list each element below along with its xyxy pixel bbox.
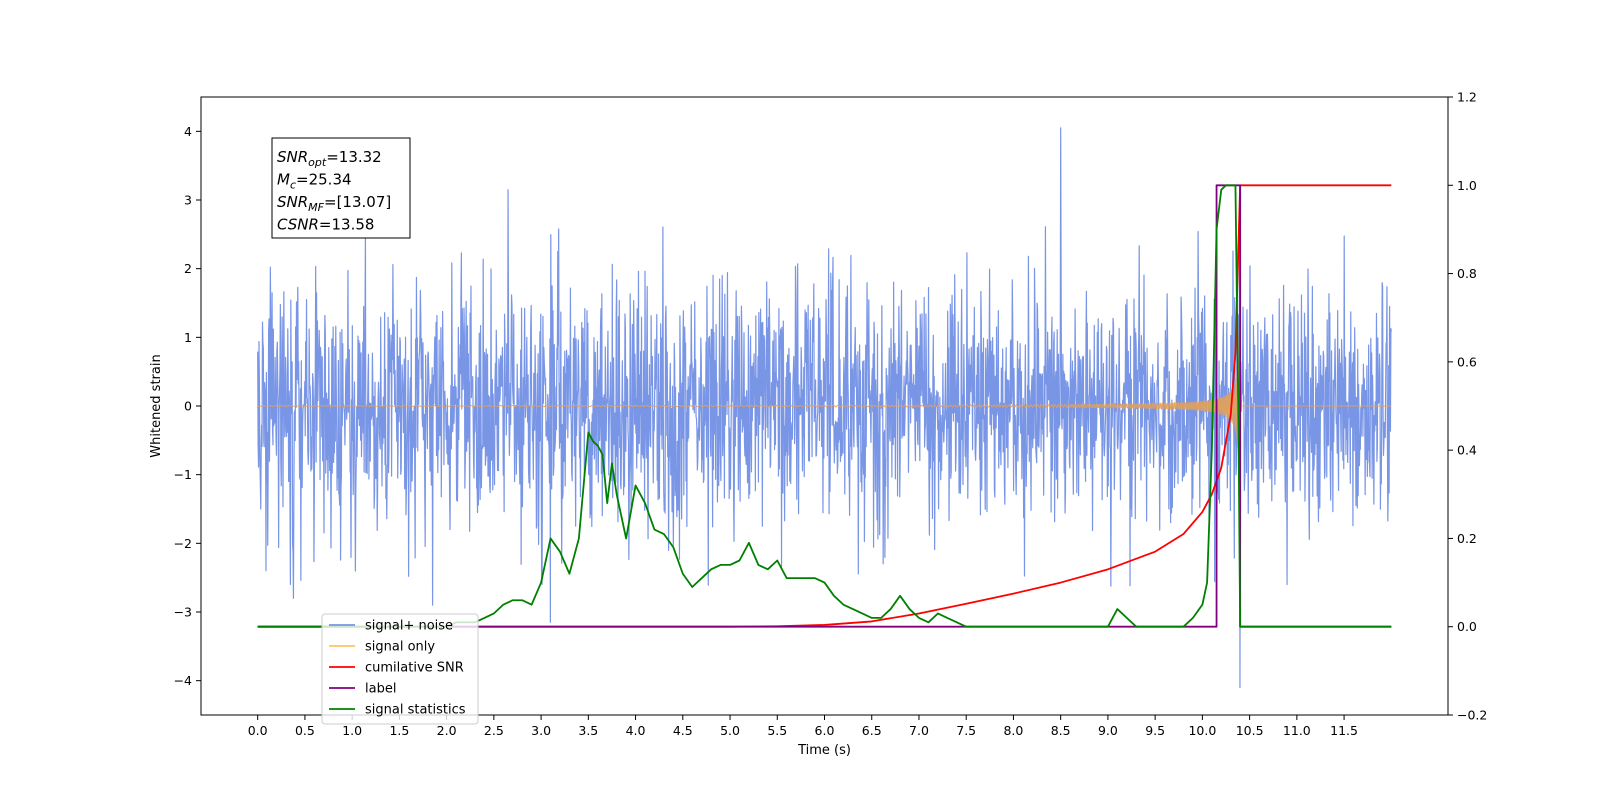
x-tick-label: 5.5 bbox=[767, 723, 787, 738]
x-tick-label: 0.5 bbox=[295, 723, 315, 738]
plot-area bbox=[257, 127, 1392, 689]
y2-tick-label: 0.0 bbox=[1457, 619, 1477, 634]
legend-label: signal statistics bbox=[365, 703, 466, 718]
annotation-value: =13.32 bbox=[326, 148, 382, 166]
annotation-box: SNRopt=13.32Mc=25.34SNRMF=[13.07]CSNR=13… bbox=[271, 137, 411, 239]
x-tick-label: 7.0 bbox=[909, 723, 929, 738]
y-tick-label: −1 bbox=[174, 467, 192, 482]
series-signal-statistics bbox=[257, 184, 1392, 628]
y-tick-label: 0 bbox=[184, 399, 192, 414]
annotation-subscript: opt bbox=[308, 156, 327, 169]
annotation-symbol: CSNR bbox=[277, 216, 319, 234]
legend-frame bbox=[321, 613, 479, 725]
y2-tick-label: 0.2 bbox=[1457, 531, 1477, 546]
legend-label: signal+ noise bbox=[365, 619, 453, 634]
series-signal-noise bbox=[257, 127, 1392, 689]
y-axis-right: 1.2 1.0 0.8 0.6 0.4 0.2 0.0 −0.2 bbox=[1448, 90, 1487, 723]
y2-tick-label: 0.4 bbox=[1457, 443, 1477, 458]
y-tick-label: 3 bbox=[184, 193, 192, 208]
annotation-line: Mc=25.34 bbox=[277, 171, 352, 192]
annotation-value: =25.34 bbox=[296, 171, 352, 189]
x-tick-label: 8.5 bbox=[1051, 723, 1071, 738]
legend-label: cumilative SNR bbox=[365, 661, 464, 676]
x-tick-label: 8.0 bbox=[1003, 723, 1023, 738]
y-tick-label: −3 bbox=[174, 605, 192, 620]
y-axis-label: Whitened strain bbox=[149, 354, 164, 457]
x-tick-label: 6.0 bbox=[815, 723, 835, 738]
x-axis: 0.0 0.5 1.0 1.5 2.0 2.5 3.0 3.5 4.0 4.5 5.0 5.5 6.0 6… bbox=[248, 715, 1358, 738]
annotation-line: CSNR=13.58 bbox=[277, 216, 374, 234]
x-tick-label: 2.5 bbox=[484, 723, 504, 738]
legend: signal+ noise signal only cumilative SNR la… bbox=[321, 613, 479, 725]
x-tick-label: 9.5 bbox=[1145, 723, 1165, 738]
x-tick-label: 2.0 bbox=[437, 723, 457, 738]
y2-tick-label: 1.0 bbox=[1457, 178, 1477, 193]
annotation-symbol: SNR bbox=[277, 193, 308, 211]
x-tick-label: 4.5 bbox=[673, 723, 693, 738]
annotation-frame bbox=[271, 137, 411, 239]
x-tick-label: 9.0 bbox=[1098, 723, 1118, 738]
series-signal-only-envelope bbox=[1070, 309, 1241, 503]
annotation-line: SNRMF=[13.07] bbox=[277, 193, 391, 214]
x-tick-label: 1.0 bbox=[342, 723, 362, 738]
x-tick-label: 6.5 bbox=[862, 723, 882, 738]
y-tick-label: 4 bbox=[184, 124, 192, 139]
x-tick-label: 1.5 bbox=[389, 723, 409, 738]
annotation-value: =[13.07] bbox=[324, 193, 391, 211]
x-tick-label: 7.5 bbox=[956, 723, 976, 738]
x-tick-label: 10.5 bbox=[1236, 723, 1264, 738]
annotation-symbol: SNR bbox=[277, 148, 308, 166]
x-tick-label: 11.5 bbox=[1330, 723, 1358, 738]
x-tick-label: 0.0 bbox=[248, 723, 268, 738]
y-tick-label: −4 bbox=[174, 673, 192, 688]
legend-label: signal only bbox=[365, 640, 435, 655]
legend-label: label bbox=[365, 682, 396, 697]
annotation-line: SNRopt=13.32 bbox=[277, 148, 382, 169]
x-tick-label: 11.0 bbox=[1283, 723, 1311, 738]
x-tick-label: 4.0 bbox=[626, 723, 646, 738]
y-tick-label: 1 bbox=[184, 330, 192, 345]
y2-tick-label: 1.2 bbox=[1457, 90, 1477, 105]
annotation-subscript: c bbox=[290, 179, 296, 192]
annotation-symbol: M bbox=[277, 171, 290, 189]
x-tick-label: 10.0 bbox=[1188, 723, 1216, 738]
y-axis-left: 4 3 2 1 0 −1 −2 −3 −4 bbox=[174, 124, 201, 688]
annotation-subscript: MF bbox=[308, 201, 324, 214]
x-tick-label: 3.0 bbox=[531, 723, 551, 738]
x-tick-label: 3.5 bbox=[578, 723, 598, 738]
annotation-value: =13.58 bbox=[319, 216, 375, 234]
y2-tick-label: 0.8 bbox=[1457, 266, 1477, 281]
y-tick-label: 2 bbox=[184, 261, 192, 276]
y2-tick-label: 0.6 bbox=[1457, 354, 1477, 369]
x-axis-label: Time (s) bbox=[797, 743, 851, 758]
y2-tick-label: −0.2 bbox=[1457, 708, 1487, 723]
y-tick-label: −2 bbox=[174, 536, 192, 551]
series-cumulative-snr bbox=[257, 184, 1392, 628]
x-tick-label: 5.0 bbox=[720, 723, 740, 738]
